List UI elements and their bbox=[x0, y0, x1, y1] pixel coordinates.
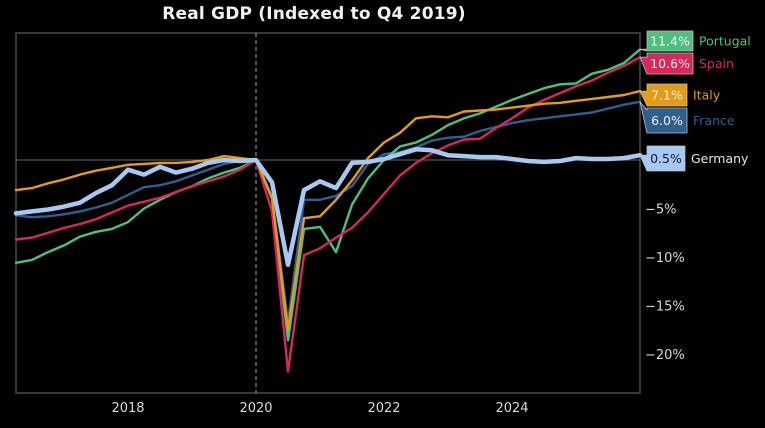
x-tick-label: 2024 bbox=[495, 401, 528, 416]
end-label-value: 11.4% bbox=[650, 34, 690, 49]
end-label-name: France bbox=[693, 113, 735, 128]
series-layer bbox=[13, 48, 643, 373]
x-axis: 2018 2020 2022 2024 bbox=[111, 401, 528, 416]
end-label-name: Spain bbox=[699, 56, 734, 71]
end-label-portugal: 11.4% Portugal bbox=[639, 30, 751, 52]
y-tick-label: −10% bbox=[645, 251, 685, 266]
chart-title: Real GDP (Indexed to Q4 2019) bbox=[162, 4, 466, 24]
end-label-box bbox=[639, 83, 688, 107]
end-label-germany: 0.5% Germany bbox=[639, 145, 749, 172]
y-tick-label: −5% bbox=[645, 203, 677, 218]
x-tick-label: 2022 bbox=[367, 401, 400, 416]
y-tick-label: −20% bbox=[645, 348, 685, 363]
x-tick-label: 2018 bbox=[111, 401, 144, 416]
end-label-box bbox=[639, 30, 694, 52]
end-labels: 11.4% Portugal 10.6% Spain 7.1% Italy 6.0% Fran… bbox=[639, 30, 751, 172]
end-label-france: 6.0% France bbox=[639, 101, 735, 134]
end-label-box bbox=[639, 101, 688, 134]
series-line-portugal bbox=[14, 48, 642, 342]
x-tick-label: 2020 bbox=[239, 401, 272, 416]
series-line-germany bbox=[13, 147, 643, 268]
end-label-name: Italy bbox=[693, 88, 721, 103]
series-line-france bbox=[14, 100, 642, 324]
y-tick-label: −15% bbox=[645, 300, 685, 315]
end-label-name: Germany bbox=[691, 151, 749, 166]
end-label-box bbox=[639, 145, 686, 172]
end-label-italy: 7.1% Italy bbox=[639, 83, 721, 107]
series-line-italy bbox=[14, 89, 642, 331]
end-label-name: Portugal bbox=[699, 34, 751, 49]
end-label-value: 10.6% bbox=[650, 56, 690, 71]
end-label-box bbox=[639, 52, 694, 75]
end-label-value: 7.1% bbox=[651, 88, 683, 103]
end-label-spain: 10.6% Spain bbox=[639, 52, 734, 75]
end-label-value: 0.5% bbox=[650, 151, 682, 166]
y-axis: −5% −10% −15% −20% bbox=[645, 203, 685, 364]
end-label-value: 6.0% bbox=[651, 113, 683, 128]
